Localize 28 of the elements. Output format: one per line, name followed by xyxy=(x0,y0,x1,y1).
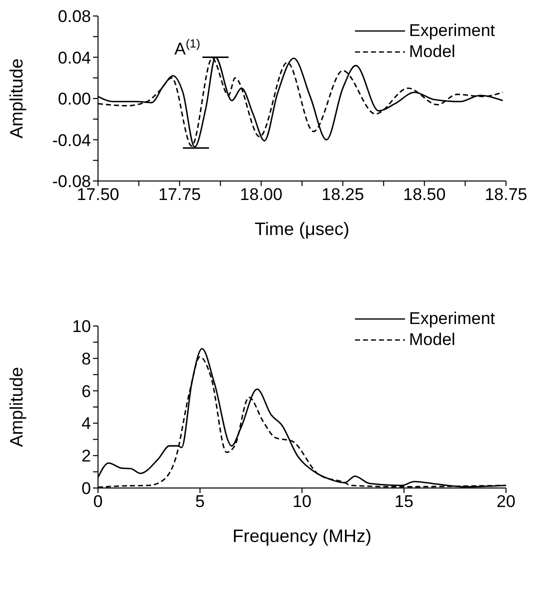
y-axis-title: Amplitude xyxy=(6,366,26,448)
y-tick-label: 8 xyxy=(82,349,91,368)
y-tick-label: 0 xyxy=(82,479,91,498)
y-tick-label: -0.04 xyxy=(52,130,91,150)
x-tick-label: 18.25 xyxy=(322,185,364,204)
x-tick-label: 17.75 xyxy=(158,185,201,204)
legend-label: Experiment xyxy=(409,20,495,41)
y-tick-label: 10 xyxy=(72,317,91,336)
x-tick-label: 20 xyxy=(496,492,516,512)
x-tick-label: 15 xyxy=(394,492,414,512)
x-tick-label: 5 xyxy=(195,492,205,512)
x-tick-label: 18.00 xyxy=(240,185,282,204)
y-tick-label: 0.08 xyxy=(58,7,91,26)
y-tick-label: 2 xyxy=(82,446,91,466)
x-tick-label: 18.75 xyxy=(484,185,528,204)
legend-label: Model xyxy=(409,41,456,62)
y-tick-label: 0.04 xyxy=(58,48,91,68)
y-tick-label: 6 xyxy=(82,382,91,401)
x-tick-label: 10 xyxy=(292,492,312,512)
legend-label: Model xyxy=(409,329,456,350)
x-axis-title: Frequency (MHz) xyxy=(232,526,372,546)
legend-label: Experiment xyxy=(409,308,495,329)
y-tick-label: 4 xyxy=(82,414,91,434)
x-tick-label: 18.50 xyxy=(403,185,446,204)
x-axis-title: Time (μsec) xyxy=(254,219,350,239)
y-tick-label: 0.00 xyxy=(58,90,91,109)
y-axis-title: Amplitude xyxy=(6,58,26,139)
annotation: A$^{(1)}$ xyxy=(174,36,200,58)
